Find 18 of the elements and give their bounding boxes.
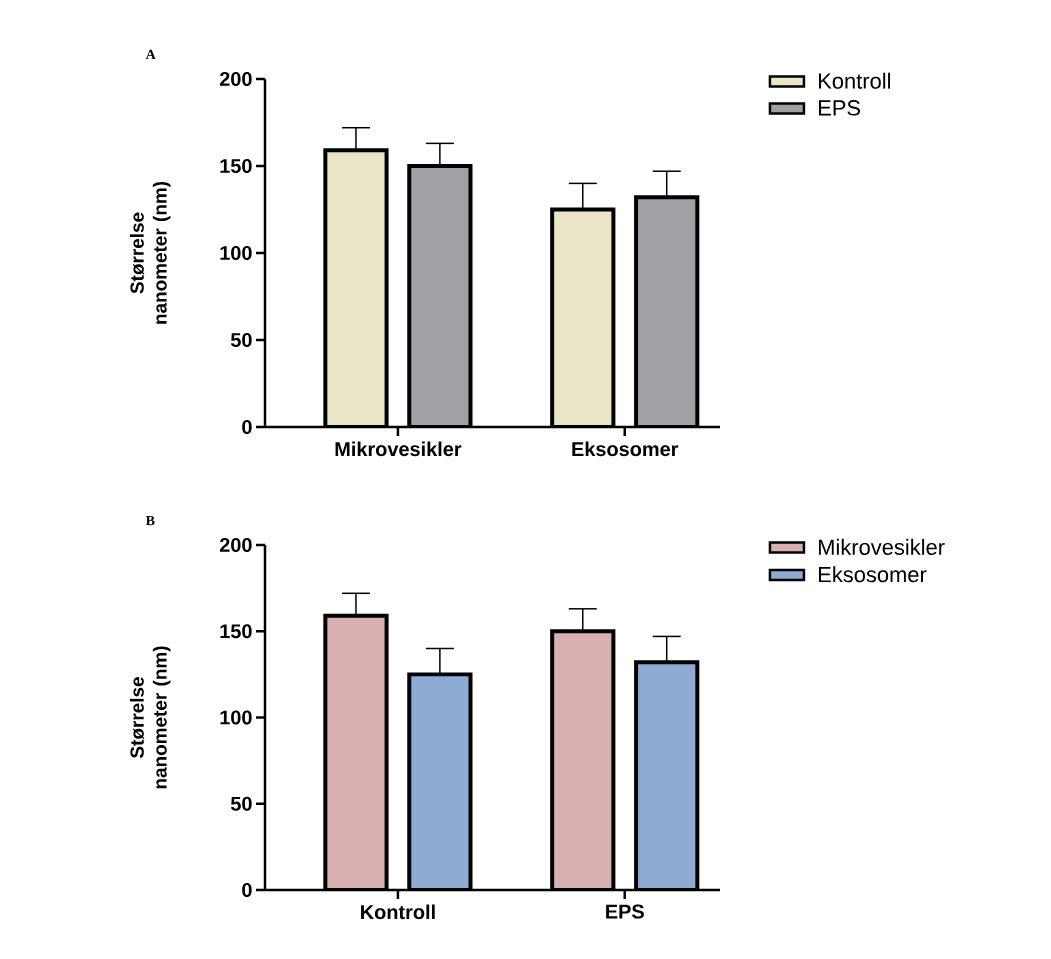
text: A	[145, 49, 156, 60]
y-tick-label: 150	[220, 158, 252, 174]
y-tick-label: 200	[219, 537, 252, 553]
legend-label: Eksosomer	[818, 566, 927, 583]
legend-label: Kontroll	[818, 72, 891, 89]
y-axis-title: Størrelse nanometer (nm)	[129, 646, 171, 789]
y-tick-label: 100	[220, 710, 252, 725]
y-tick-label: 50	[230, 332, 252, 348]
legend-label: EPS	[818, 100, 861, 116]
legend-label: Mikrovesikler	[818, 538, 945, 555]
y-tick-label: 50	[230, 796, 252, 811]
text: B	[145, 515, 155, 526]
y-tick-label: 0	[242, 882, 252, 898]
y-axis-title: Størrelse nanometer (nm)	[129, 181, 171, 324]
y-tick-label: 0	[242, 419, 252, 435]
y-tick-label: 150	[220, 624, 252, 639]
y-tick-label: 200	[219, 71, 252, 87]
y-tick-label: 100	[220, 245, 252, 261]
